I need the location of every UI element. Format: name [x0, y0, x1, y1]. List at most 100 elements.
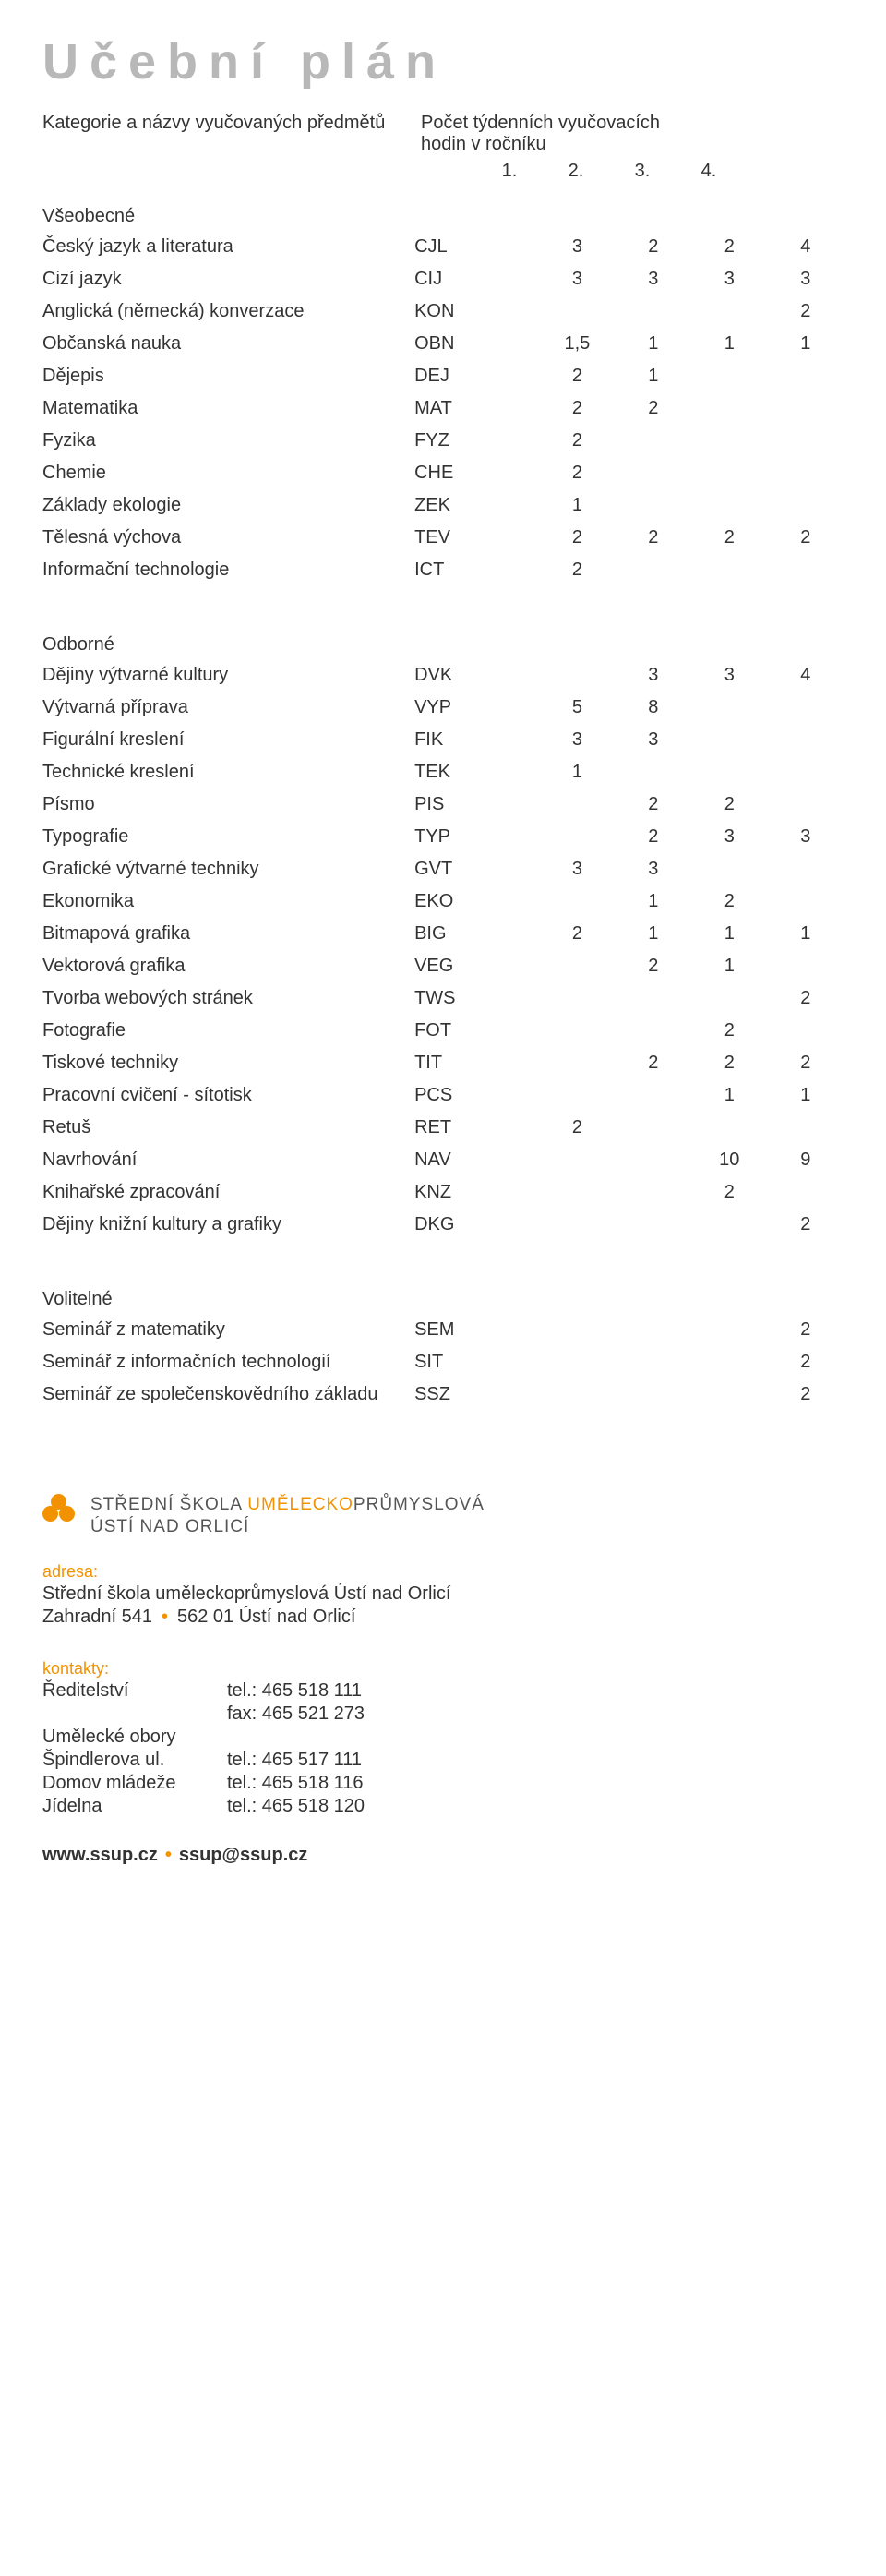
contact-row: Domov mládežetel.: 465 518 116	[42, 1773, 844, 1794]
subject-hours: 3	[616, 853, 691, 885]
subject-hours	[768, 692, 844, 724]
address-street: Zahradní 541	[42, 1607, 152, 1627]
subject-hours: 2	[616, 522, 691, 554]
subject-hours	[768, 1112, 844, 1144]
subject-code: KNZ	[414, 1176, 539, 1209]
subject-hours: 2	[691, 1047, 767, 1079]
section-general-label: Všeobecné	[42, 206, 844, 227]
subject-hours: 1	[539, 489, 615, 522]
subject-hours: 1	[768, 918, 844, 950]
table-row: Základy ekologieZEK1	[42, 489, 844, 522]
table-row: Dějiny knižní kultury a grafikyDKG2	[42, 1209, 844, 1241]
contact-name: Ředitelství	[42, 1680, 227, 1702]
subject-hours	[539, 1079, 615, 1112]
subject-hours: 2	[616, 231, 691, 263]
subject-hours	[691, 724, 767, 756]
subject-code: DKG	[414, 1209, 539, 1241]
subject-hours	[539, 950, 615, 982]
subject-hours: 2	[691, 1015, 767, 1047]
subject-name: Dějepis	[42, 360, 414, 392]
contact-row: fax: 465 521 273	[42, 1703, 844, 1725]
footer-web: www.ssup.cz	[42, 1845, 158, 1865]
bullet-separator-icon	[158, 1845, 179, 1865]
address-line2: Zahradní 541562 01 Ústí nad Orlicí	[42, 1607, 844, 1628]
subject-hours: 1	[691, 328, 767, 360]
subject-hours	[616, 1209, 691, 1241]
subject-hours: 8	[616, 692, 691, 724]
header-right-label: Počet týdenních vyučovacích hodin v ročn…	[421, 113, 844, 182]
contact-name	[42, 1703, 227, 1725]
subject-code: RET	[414, 1112, 539, 1144]
subject-hours: 2	[768, 982, 844, 1015]
subject-hours	[691, 692, 767, 724]
subject-hours: 1,5	[539, 328, 615, 360]
contact-value: tel.: 465 517 111	[227, 1750, 362, 1771]
school-name-part3: PRŮMYSLOVÁ	[353, 1495, 485, 1514]
table-row: Seminář z informačních technologiíSIT2	[42, 1346, 844, 1378]
table-row: ChemieCHE2	[42, 457, 844, 489]
subject-hours	[768, 489, 844, 522]
subject-hours	[691, 1346, 767, 1378]
subject-name: Vektorová grafika	[42, 950, 414, 982]
header-left-label: Kategorie a názvy vyučovaných předmětů	[42, 113, 421, 182]
subject-hours	[616, 1079, 691, 1112]
subject-name: Bitmapová grafika	[42, 918, 414, 950]
subject-hours	[691, 554, 767, 586]
subject-hours: 3	[539, 263, 615, 295]
subject-hours	[616, 1112, 691, 1144]
table-row: FyzikaFYZ2	[42, 425, 844, 457]
subject-hours: 2	[691, 522, 767, 554]
subject-code: TYP	[414, 821, 539, 853]
table-row: Občanská naukaOBN1,5111	[42, 328, 844, 360]
subject-hours: 2	[691, 788, 767, 821]
school-name-line2: ÚSTÍ NAD ORLICÍ	[90, 1517, 249, 1536]
table-row: Seminář z matematikySEM2	[42, 1314, 844, 1346]
table-row: Pracovní cvičení - sítotiskPCS11	[42, 1079, 844, 1112]
subject-hours: 1	[616, 918, 691, 950]
contact-row: Ředitelstvítel.: 465 518 111	[42, 1680, 844, 1702]
subject-hours: 1	[768, 328, 844, 360]
subject-hours: 2	[539, 522, 615, 554]
subject-hours	[768, 392, 844, 425]
subject-code: FYZ	[414, 425, 539, 457]
subject-code: ZEK	[414, 489, 539, 522]
subject-hours: 1	[691, 1079, 767, 1112]
subject-hours: 2	[539, 392, 615, 425]
section-specialized-label: Odborné	[42, 634, 844, 656]
table-row: DějepisDEJ21	[42, 360, 844, 392]
header-year-numbers: 1. 2. 3. 4.	[476, 161, 844, 182]
subject-hours: 3	[539, 231, 615, 263]
subject-hours: 9	[768, 1144, 844, 1176]
subject-name: Knihařské zpracování	[42, 1176, 414, 1209]
subject-hours	[539, 1015, 615, 1047]
table-row: EkonomikaEKO12	[42, 885, 844, 918]
subject-code: GVT	[414, 853, 539, 885]
subject-code: FIK	[414, 724, 539, 756]
subject-hours: 3	[539, 724, 615, 756]
subject-hours: 2	[539, 1112, 615, 1144]
subject-hours	[768, 1176, 844, 1209]
subject-name: Navrhování	[42, 1144, 414, 1176]
subject-hours: 2	[616, 392, 691, 425]
subject-name: Informační technologie	[42, 554, 414, 586]
table-row: Figurální kresleníFIK33	[42, 724, 844, 756]
subject-hours	[539, 1209, 615, 1241]
subject-hours	[768, 425, 844, 457]
contact-value: tel.: 465 518 120	[227, 1796, 365, 1817]
subject-name: Seminář z matematiky	[42, 1314, 414, 1346]
contact-row: Jídelnatel.: 465 518 120	[42, 1796, 844, 1817]
subject-code: BIG	[414, 918, 539, 950]
subject-hours: 3	[691, 659, 767, 692]
contacts-label: kontakty:	[42, 1659, 844, 1679]
subject-hours	[539, 1346, 615, 1378]
subject-hours	[616, 489, 691, 522]
subject-hours: 2	[539, 425, 615, 457]
contact-name: Umělecké obory	[42, 1727, 227, 1748]
subject-hours: 5	[539, 692, 615, 724]
subject-hours	[691, 1112, 767, 1144]
subject-hours	[691, 982, 767, 1015]
subject-hours: 3	[616, 724, 691, 756]
contacts-block: kontakty: Ředitelstvítel.: 465 518 111fa…	[42, 1659, 844, 1817]
subject-hours	[539, 1378, 615, 1411]
subject-hours	[616, 1346, 691, 1378]
